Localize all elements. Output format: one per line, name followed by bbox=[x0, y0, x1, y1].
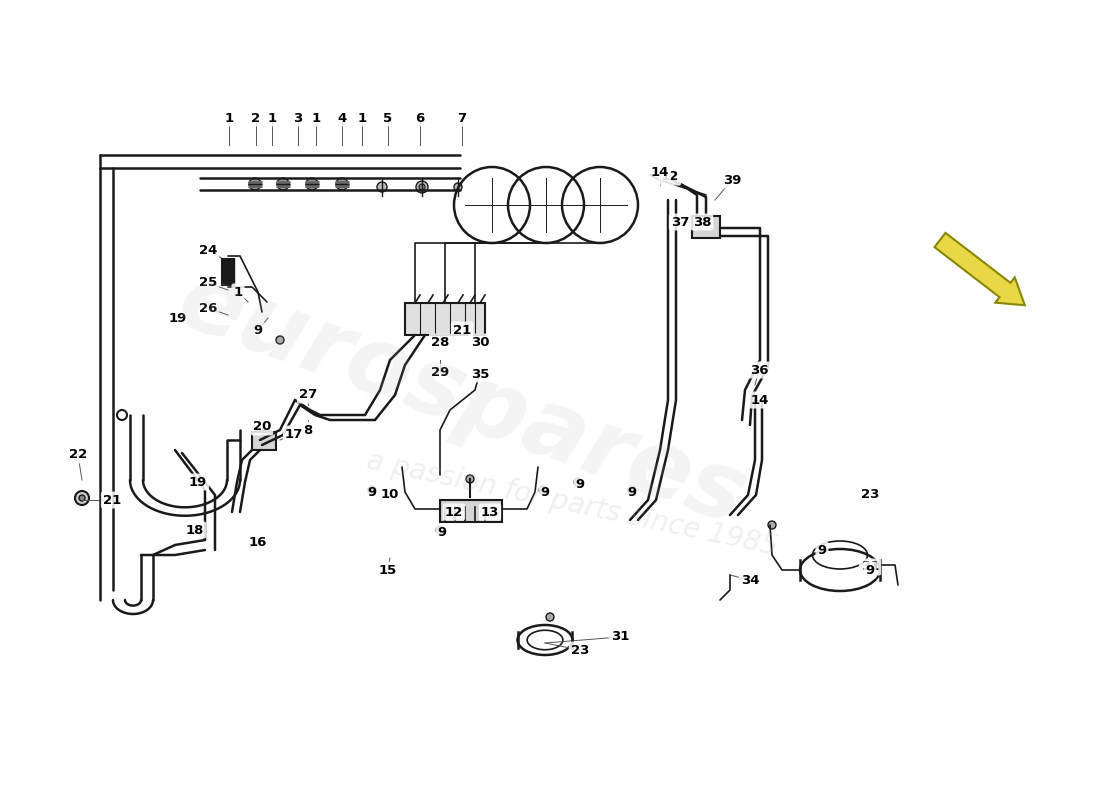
Text: 21: 21 bbox=[453, 323, 471, 337]
Text: 38: 38 bbox=[693, 215, 712, 229]
Circle shape bbox=[436, 526, 444, 534]
Text: 9: 9 bbox=[540, 486, 550, 498]
Text: 2: 2 bbox=[252, 111, 261, 125]
Text: 9: 9 bbox=[367, 486, 376, 498]
Text: 22: 22 bbox=[69, 449, 87, 462]
FancyBboxPatch shape bbox=[252, 432, 276, 450]
Text: 35: 35 bbox=[471, 367, 490, 381]
Text: 26: 26 bbox=[199, 302, 217, 314]
Text: 10: 10 bbox=[381, 487, 399, 501]
Text: 1: 1 bbox=[267, 111, 276, 125]
Text: 14: 14 bbox=[751, 394, 769, 406]
Circle shape bbox=[539, 486, 547, 494]
Text: 21: 21 bbox=[103, 494, 121, 506]
Text: 1: 1 bbox=[233, 286, 243, 298]
Circle shape bbox=[117, 410, 126, 420]
FancyBboxPatch shape bbox=[405, 303, 485, 335]
Circle shape bbox=[277, 178, 289, 190]
Circle shape bbox=[546, 613, 554, 621]
Text: 1: 1 bbox=[311, 111, 320, 125]
Circle shape bbox=[249, 178, 261, 190]
Text: 24: 24 bbox=[199, 243, 217, 257]
Circle shape bbox=[377, 182, 387, 192]
Text: 13: 13 bbox=[481, 506, 499, 518]
Circle shape bbox=[466, 475, 474, 483]
Text: 3: 3 bbox=[294, 111, 302, 125]
Text: 28: 28 bbox=[431, 335, 449, 349]
Text: 12: 12 bbox=[444, 506, 463, 518]
Text: 9: 9 bbox=[438, 526, 447, 538]
Text: 20: 20 bbox=[253, 421, 272, 434]
Text: 25: 25 bbox=[199, 277, 217, 290]
Text: 9: 9 bbox=[627, 486, 637, 498]
Circle shape bbox=[276, 336, 284, 344]
Circle shape bbox=[368, 486, 376, 494]
Text: 6: 6 bbox=[416, 111, 425, 125]
Text: 19: 19 bbox=[169, 311, 187, 325]
Text: 9: 9 bbox=[253, 323, 263, 337]
Text: 23: 23 bbox=[861, 487, 879, 501]
Text: 17: 17 bbox=[285, 427, 304, 441]
FancyArrow shape bbox=[935, 233, 1025, 306]
Text: 9: 9 bbox=[817, 543, 826, 557]
Text: 29: 29 bbox=[431, 366, 449, 378]
Text: 36: 36 bbox=[750, 363, 768, 377]
Text: 7: 7 bbox=[458, 111, 466, 125]
Text: 31: 31 bbox=[861, 561, 879, 574]
Text: 27: 27 bbox=[299, 389, 317, 402]
Text: 9: 9 bbox=[866, 563, 874, 577]
Text: 34: 34 bbox=[740, 574, 759, 586]
Text: 14: 14 bbox=[651, 166, 669, 178]
Text: 23: 23 bbox=[571, 643, 590, 657]
Text: eurospares: eurospares bbox=[165, 254, 759, 546]
Circle shape bbox=[79, 495, 85, 501]
Circle shape bbox=[306, 178, 318, 190]
Text: 31: 31 bbox=[610, 630, 629, 643]
Text: 15: 15 bbox=[378, 563, 397, 577]
Circle shape bbox=[419, 184, 425, 190]
Text: 12: 12 bbox=[661, 170, 679, 183]
Circle shape bbox=[336, 178, 348, 190]
FancyBboxPatch shape bbox=[692, 216, 720, 238]
Text: 30: 30 bbox=[471, 335, 490, 349]
Circle shape bbox=[768, 521, 776, 529]
Circle shape bbox=[416, 181, 428, 193]
Text: 9: 9 bbox=[575, 478, 584, 490]
Text: 4: 4 bbox=[338, 111, 346, 125]
Circle shape bbox=[454, 183, 462, 191]
Text: a passion for parts since 1985: a passion for parts since 1985 bbox=[364, 446, 780, 562]
Text: 16: 16 bbox=[249, 535, 267, 549]
Text: 5: 5 bbox=[384, 111, 393, 125]
Text: 37: 37 bbox=[671, 215, 690, 229]
Text: 19: 19 bbox=[189, 475, 207, 489]
Text: 1: 1 bbox=[224, 111, 233, 125]
Circle shape bbox=[574, 478, 582, 486]
Text: 39: 39 bbox=[723, 174, 741, 186]
Text: 1: 1 bbox=[358, 111, 366, 125]
FancyBboxPatch shape bbox=[440, 500, 502, 522]
Circle shape bbox=[75, 491, 89, 505]
Circle shape bbox=[628, 486, 636, 494]
Text: 8: 8 bbox=[304, 423, 312, 437]
Text: 18: 18 bbox=[186, 523, 205, 537]
